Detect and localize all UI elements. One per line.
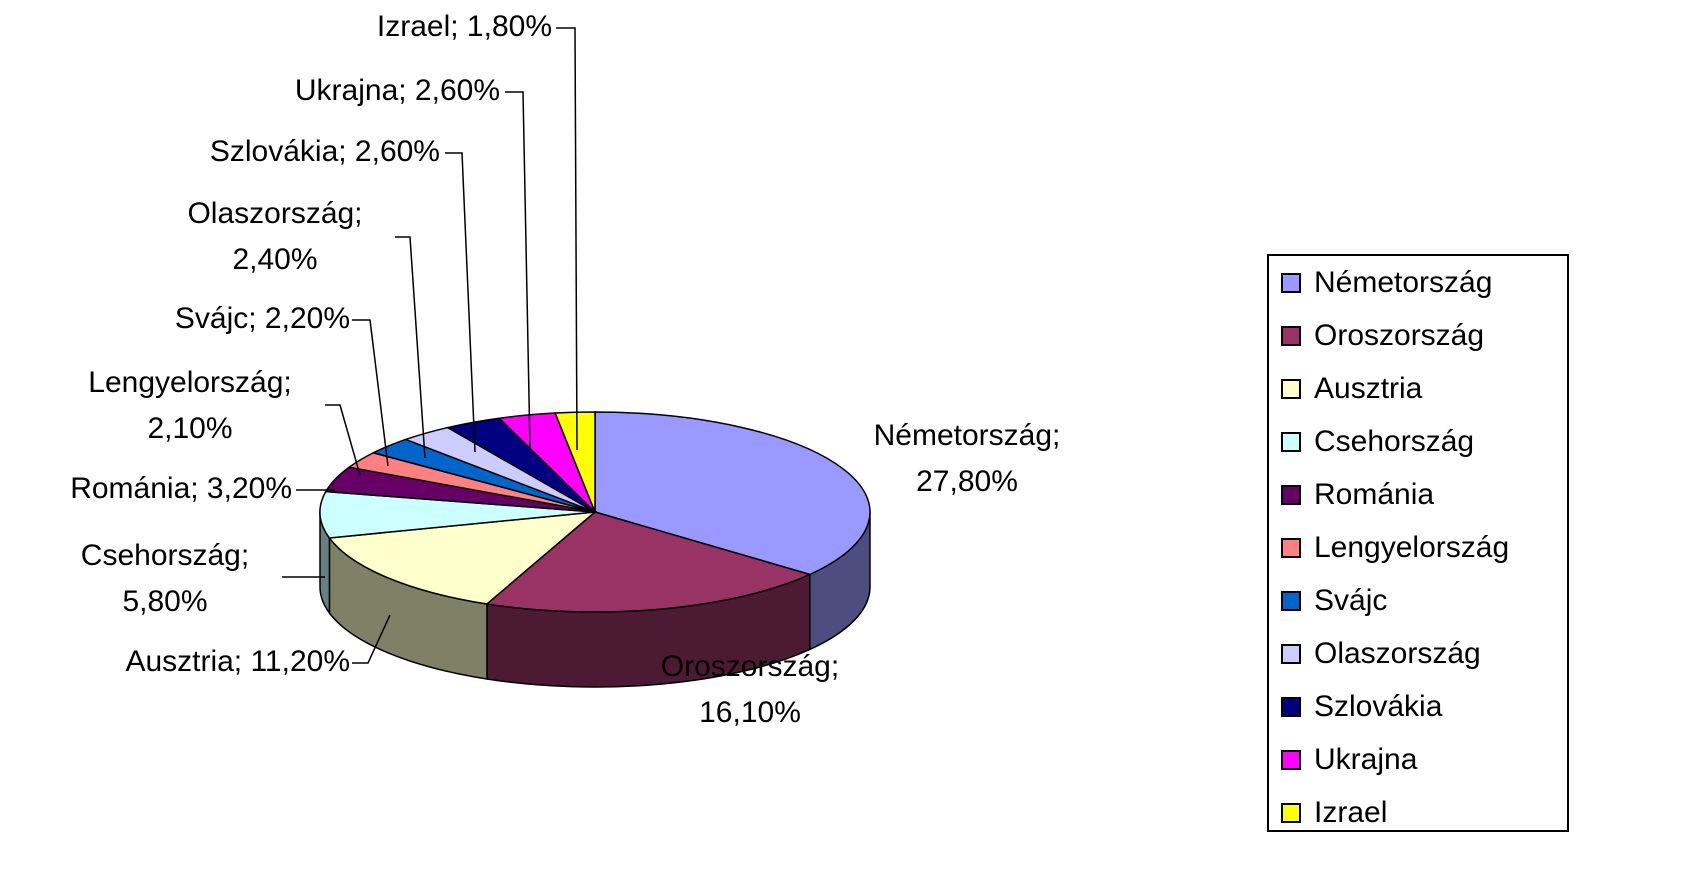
legend-label: Csehország	[1314, 425, 1474, 458]
data-label-line: Oroszország;	[661, 650, 839, 683]
legend-swatch	[1281, 273, 1301, 293]
legend-swatch	[1281, 432, 1301, 452]
legend-label: Németország	[1314, 266, 1492, 299]
legend-swatch	[1281, 538, 1301, 558]
leader-line	[556, 27, 578, 451]
legend-label: Oroszország	[1314, 319, 1484, 352]
legend-swatch	[1281, 591, 1301, 611]
data-label: Svájc; 2,20%	[175, 302, 350, 335]
legend-swatch	[1281, 485, 1301, 505]
data-label-line: 2,10%	[147, 412, 232, 445]
pie-slice	[328, 511, 598, 605]
data-label-line: Olaszország;	[187, 197, 362, 230]
legend-swatch	[1281, 644, 1301, 664]
legend-swatch	[1281, 326, 1301, 346]
legend-label: Szlovákia	[1314, 690, 1443, 723]
legend-label: Románia	[1314, 478, 1434, 511]
data-label-line: 27,80%	[916, 465, 1018, 498]
legend-swatch	[1281, 750, 1301, 770]
data-label: Izrael; 1,80%	[377, 10, 552, 43]
data-label: Ausztria; 11,20%	[125, 645, 350, 678]
legend-label: Ausztria	[1314, 372, 1423, 405]
legend-label: Svájc	[1314, 584, 1387, 617]
legend-swatch	[1281, 379, 1301, 399]
data-label-line: Csehország;	[81, 539, 249, 572]
data-label-line: 5,80%	[122, 585, 207, 618]
data-label: Ukrajna; 2,60%	[295, 74, 500, 107]
legend-label: Olaszország	[1314, 637, 1481, 670]
pie-slice	[554, 411, 596, 513]
data-label-line: Lengyelország;	[88, 366, 291, 399]
legend-label: Izrael	[1314, 796, 1387, 829]
legend-box	[1267, 254, 1569, 832]
leader-line	[395, 236, 426, 459]
data-label: Románia; 3,20%	[70, 472, 292, 505]
data-label: Szlovákia; 2,60%	[210, 135, 440, 168]
pie-slice	[319, 490, 596, 539]
legend-swatch	[1281, 697, 1301, 717]
legend-label: Lengyelország	[1314, 531, 1509, 564]
leader-line	[325, 404, 361, 476]
legend-swatch	[1281, 803, 1301, 823]
pie-slice	[485, 511, 812, 613]
data-label: Lengyelország; 2,10%	[88, 366, 291, 445]
data-label-line: Németország;	[874, 419, 1061, 452]
data-label: Olaszország; 2,40%	[187, 197, 362, 276]
pie-slice	[594, 411, 871, 576]
data-label: Németország; 27,80%	[874, 419, 1061, 498]
legend-label: Ukrajna	[1314, 743, 1418, 776]
data-label: Csehország; 5,80%	[81, 539, 249, 618]
leader-line	[352, 614, 391, 664]
data-label-line: 16,10%	[699, 696, 801, 729]
leader-line	[445, 152, 476, 453]
leader-line	[505, 91, 531, 449]
leader-line	[352, 319, 389, 467]
data-label-line: 2,40%	[232, 243, 317, 276]
data-label: Oroszország; 16,10%	[661, 650, 839, 729]
